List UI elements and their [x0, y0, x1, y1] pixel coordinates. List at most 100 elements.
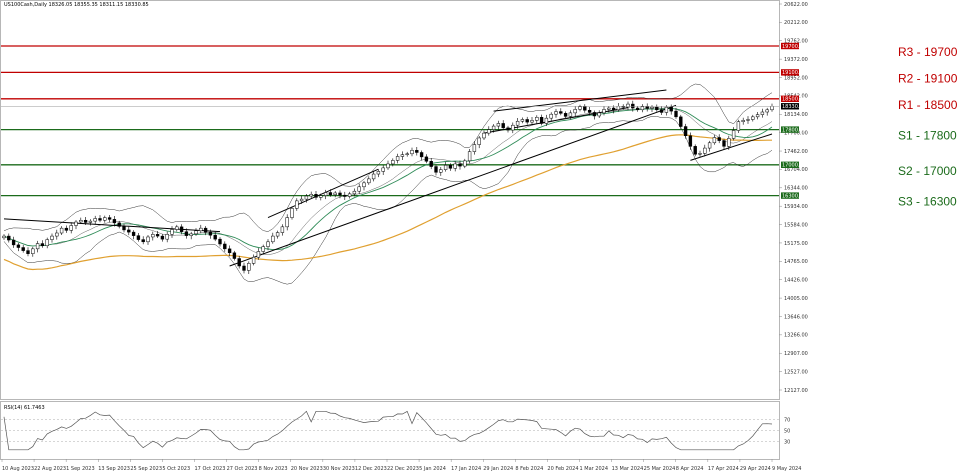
- candle-body: [184, 231, 189, 236]
- y-tick-label: 14765.00: [784, 259, 808, 265]
- candle-body: [698, 153, 702, 155]
- candle-body: [563, 113, 568, 117]
- x-tick-label: 12 Dec 2023: [355, 466, 387, 472]
- candle-body: [568, 112, 573, 117]
- y-tick-label: 15584.00: [784, 222, 808, 228]
- candle-body: [179, 226, 184, 232]
- y-tick-label: 14005.00: [784, 296, 808, 302]
- candle-body: [127, 229, 131, 233]
- candle-body: [491, 125, 496, 130]
- x-tick-label: 1 Sep 2023: [66, 466, 95, 472]
- candle-body: [520, 119, 525, 122]
- candle-body: [717, 137, 721, 141]
- level-label-r3: R3 - 19700: [898, 45, 958, 59]
- candle-body: [251, 256, 256, 264]
- candle-body: [645, 106, 649, 109]
- candle-body: [275, 232, 280, 237]
- candle-body: [381, 167, 385, 172]
- level-label-r2: R2 - 19100: [898, 71, 958, 85]
- rsi-header: RSI(14) 61.7463: [4, 405, 45, 411]
- candle-body: [655, 106, 659, 111]
- x-tick-label: 25 Sep 2023: [130, 466, 162, 472]
- candle-body: [175, 226, 179, 230]
- level-price-tag-text: 17000.00: [782, 163, 806, 169]
- candle-body: [434, 166, 438, 173]
- candle-body: [439, 169, 443, 173]
- candle-body: [304, 195, 309, 200]
- candle-body: [122, 226, 126, 231]
- x-tick-label: 22 Aug 2023: [34, 466, 66, 472]
- candle-body: [170, 229, 174, 235]
- candle-body: [26, 250, 30, 254]
- x-tick-label: 20 Feb 2024: [547, 466, 578, 472]
- x-tick-label: 17 Apr 2024: [708, 466, 739, 472]
- candle-body: [607, 107, 611, 110]
- x-tick-label: 25 Mar 2024: [644, 466, 676, 472]
- y-tick-label: 17700.00: [784, 130, 808, 136]
- x-tick-label: 5 Oct 2023: [162, 466, 190, 472]
- candle-body: [659, 109, 664, 113]
- x-tick-label: 5 Jan 2024: [419, 466, 446, 472]
- candle-body: [299, 198, 304, 202]
- candle-body: [194, 230, 198, 235]
- y-tick-label: 18952.00: [784, 75, 808, 81]
- current-price-text: 18330.85: [782, 104, 806, 110]
- level-price-tag-text: 17800.00: [782, 127, 806, 133]
- x-tick-label: 17 Jan 2024: [451, 466, 481, 472]
- support-resistance-levels: 19700.00 R3 - 19700 19100.00 R2 - 19100 1850…: [1, 42, 958, 209]
- price-axis: 20622.00 20212.00 19762.00 19372.00 18952.00…: [779, 2, 808, 394]
- candle-body: [731, 130, 736, 139]
- candle-body: [751, 116, 755, 120]
- y-tick-label: 15175.00: [784, 241, 808, 247]
- candle-body: [88, 220, 93, 223]
- candle-body: [679, 116, 683, 127]
- candle-body: [295, 200, 299, 209]
- candle-body: [664, 106, 669, 113]
- candle-body: [458, 163, 462, 167]
- candle-body: [141, 239, 145, 243]
- rsi-level-label: 70: [784, 417, 790, 423]
- candle-body: [424, 156, 429, 162]
- candle-body: [256, 251, 261, 258]
- candle-body: [7, 235, 11, 241]
- candle-body: [549, 113, 553, 119]
- level-label-r1: R1 - 18500: [898, 98, 958, 112]
- candle-body: [429, 161, 433, 167]
- candle-body: [626, 103, 630, 108]
- trendline-ascending-long: [229, 104, 677, 267]
- candle-body: [587, 109, 592, 113]
- candle-body: [578, 106, 582, 110]
- y-tick-label: 19372.00: [784, 57, 808, 63]
- candle-body: [453, 163, 457, 169]
- symbol-header: US100Cash,Daily 18326.05 18355.35 18311.…: [4, 2, 149, 8]
- level-price-tag-text: 19700.00: [782, 44, 806, 50]
- candle-body: [69, 225, 73, 231]
- candle-body: [50, 235, 54, 240]
- y-tick-label: 12527.00: [784, 369, 808, 375]
- candle-body: [712, 137, 717, 144]
- candle-body: [280, 226, 285, 233]
- candle-body: [146, 236, 150, 243]
- candle-body: [559, 111, 563, 114]
- candle-body: [357, 186, 361, 192]
- candle-body: [367, 178, 371, 184]
- candle-body: [395, 156, 400, 161]
- candle-body: [448, 164, 453, 169]
- candle-body: [155, 234, 160, 237]
- y-tick-label: 15934.00: [784, 204, 808, 210]
- candle-body: [539, 117, 544, 124]
- y-tick-label: 19762.00: [784, 39, 808, 45]
- candle-body: [79, 219, 83, 223]
- candle-body: [352, 190, 357, 195]
- candle-body: [347, 193, 352, 197]
- candle-body: [218, 238, 222, 245]
- candle-body: [535, 117, 539, 121]
- candle-body: [232, 252, 237, 259]
- candle-body: [443, 164, 448, 170]
- rsi-level-label: 30: [784, 439, 790, 445]
- trendline-descending: [3, 218, 221, 233]
- time-axis: 10 Aug 2023 22 Aug 2023 1 Sep 2023 13 Sep 2…: [1, 459, 801, 472]
- y-tick-label: 17462.00: [784, 149, 808, 155]
- x-tick-label: 30 Nov 2023: [323, 466, 355, 472]
- x-tick-label: 13 Sep 2023: [98, 466, 130, 472]
